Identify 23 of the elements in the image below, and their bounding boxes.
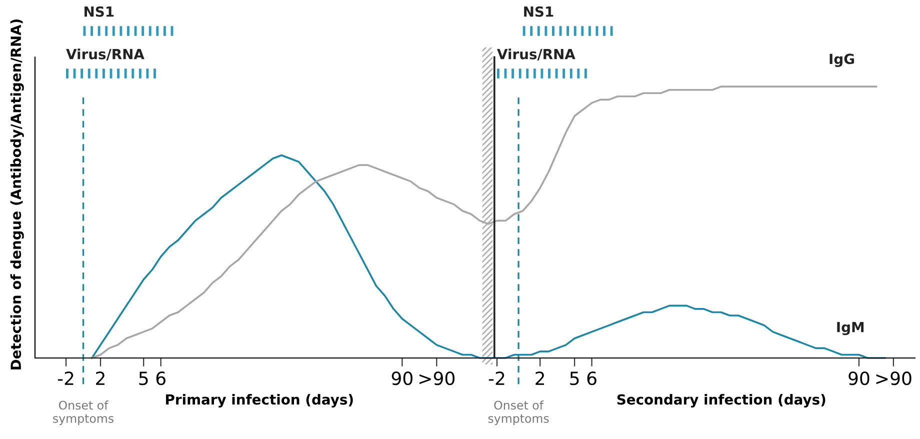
series-label: NS1 [84, 6, 114, 17]
x-tick-label: 6 [156, 372, 166, 386]
text: Onset of symptoms [488, 400, 549, 426]
x-tick-label: 5 [570, 372, 579, 386]
x-tick-label: 90 [848, 372, 870, 386]
x-tick-label: -2 [58, 372, 74, 385]
x-tick-label: -2 [488, 372, 504, 385]
x-tick-label: 2 [96, 372, 104, 385]
x-tick-label: 2 [536, 372, 544, 385]
text: Secondary infection (days) [617, 394, 826, 408]
text: Virus/RNA [497, 48, 576, 60]
text: NS1 [524, 6, 554, 17]
x-tick-label: 6 [587, 372, 596, 386]
x-tick-label: 5 [139, 372, 148, 386]
text: Onset of symptoms [53, 400, 114, 426]
x-tick-label: >90 [876, 372, 912, 386]
series-label: Virus/RNA [66, 48, 144, 60]
x-tick-label: 90 [392, 372, 412, 386]
series-label: IgM [837, 322, 864, 336]
y-axis-title: Detection of dengue (Antibody/Antigen/RNA) [10, 20, 24, 370]
x-tick-label: >90 [420, 372, 454, 386]
series-label: IgG [830, 54, 854, 67]
x-axis-title: Primary infection (days) [166, 394, 353, 408]
